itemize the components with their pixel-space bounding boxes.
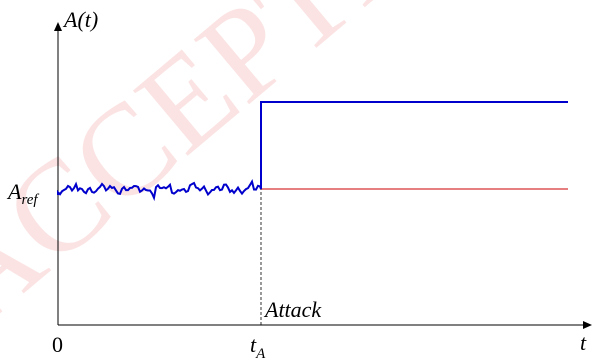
accepted-watermark: ACCEPTED [0,0,513,352]
x-axis-label: t [580,330,587,355]
watermark-text: ACCEPTED [0,0,513,352]
x-tick-label-zero: 0 [52,332,63,357]
y-axis-label: A(t) [62,7,98,32]
y-tick-label-reference: Aref [6,179,39,208]
x-tick-label-attack-time: tA [250,332,266,361]
attack-annotation: Attack [263,297,322,322]
y-axis-arrow [54,22,62,31]
signal-series-line [57,100,568,202]
x-axis-arrow [583,321,592,329]
